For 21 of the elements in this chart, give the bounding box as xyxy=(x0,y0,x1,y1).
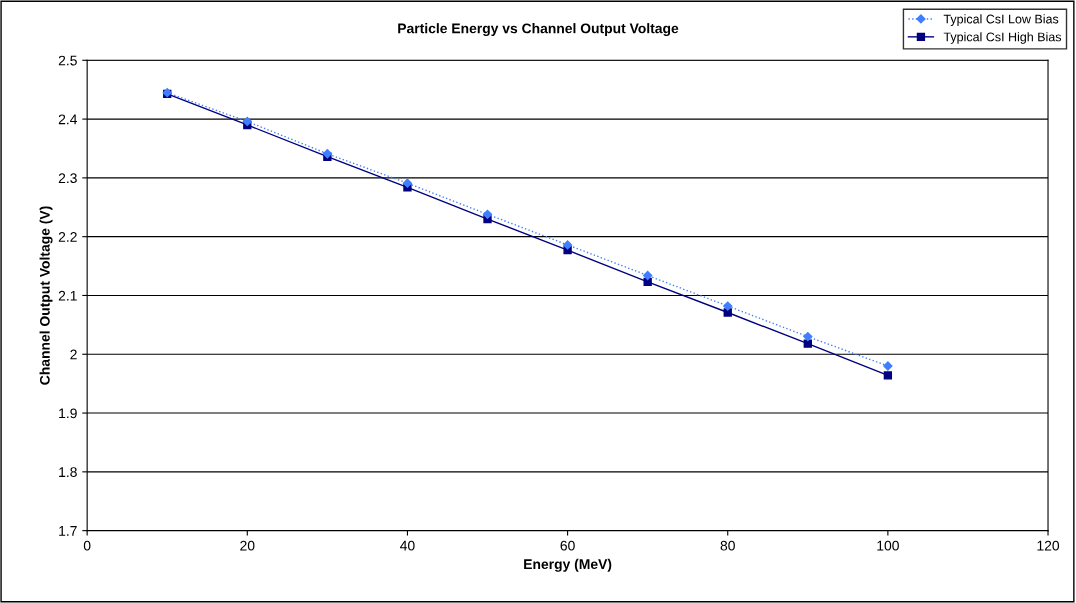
y-tick-label: 1.9 xyxy=(59,408,77,419)
y-tick-label: 2.3 xyxy=(58,173,77,184)
x-tick-label: 20 xyxy=(240,540,255,551)
y-tick-label: 1.8 xyxy=(59,467,77,478)
legend-label: Typical CsI Low Bias xyxy=(943,14,1059,26)
y-tick-label: 2 xyxy=(70,349,77,360)
chart-title: Particle Energy vs Channel Output Voltage xyxy=(398,23,679,37)
x-tick-label: 80 xyxy=(720,540,735,551)
x-tick-label: 60 xyxy=(560,540,575,551)
y-tick-label: 2.2 xyxy=(58,232,77,242)
y-tick-label: 2.5 xyxy=(58,55,77,66)
y-tick-label: 2.1 xyxy=(58,290,77,301)
y-tick-label: 2.4 xyxy=(58,114,78,125)
y-axis-title: Channel Output Voltage (V) xyxy=(39,206,53,385)
x-tick-label: 120 xyxy=(1037,540,1060,551)
x-tick-label: 0 xyxy=(83,540,91,551)
legend-label: Typical CsI High Bias xyxy=(943,32,1062,44)
x-tick-label: 40 xyxy=(400,540,415,551)
x-axis-title: Energy (MeV) xyxy=(524,558,612,572)
x-tick-label: 100 xyxy=(877,540,899,551)
y-tick-label: 1.7 xyxy=(59,526,77,536)
